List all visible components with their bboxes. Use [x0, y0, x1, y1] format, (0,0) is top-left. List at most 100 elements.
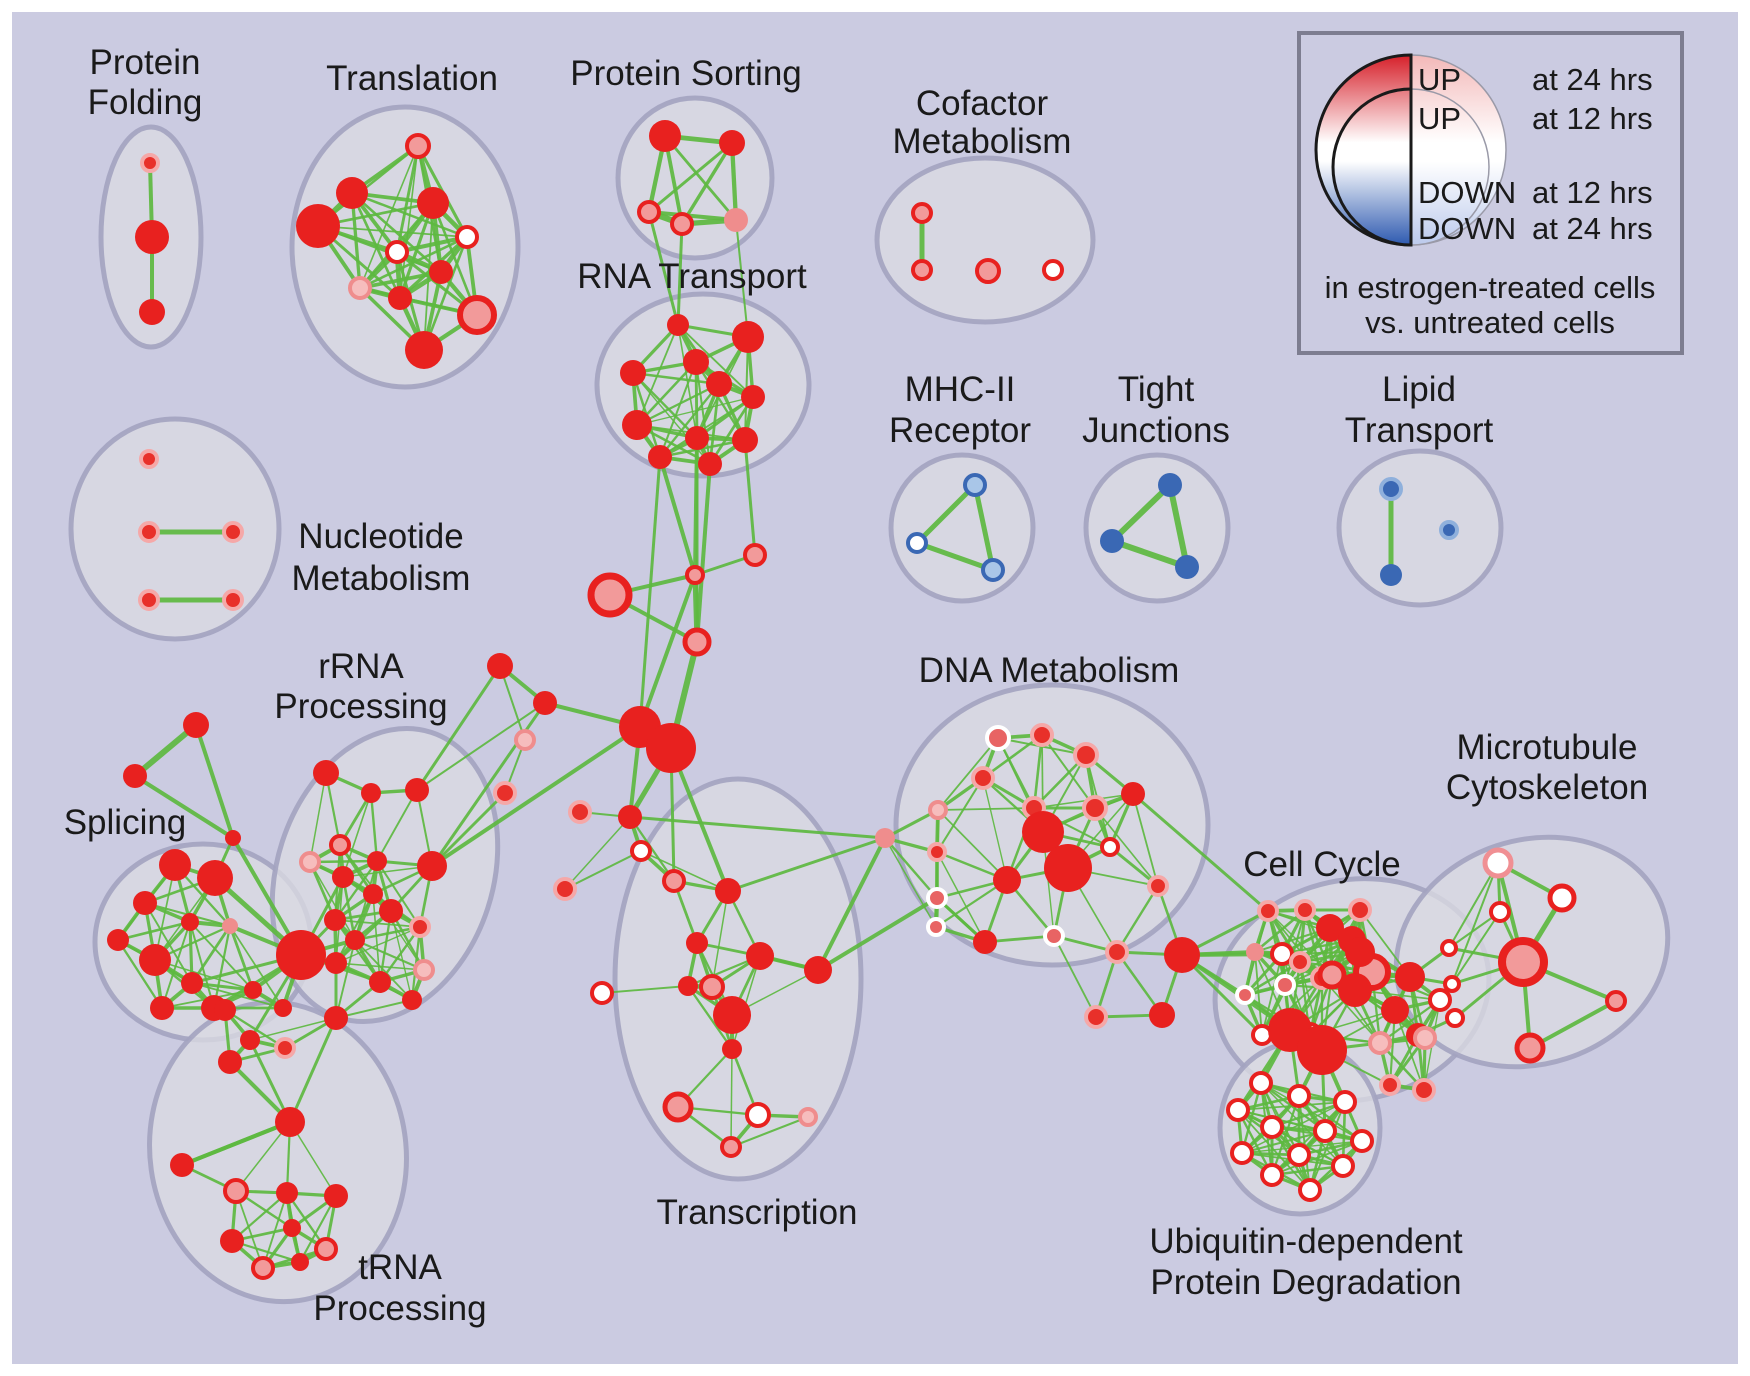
gene-node[interactable]: [683, 349, 709, 375]
gene-node[interactable]: [706, 371, 732, 397]
gene-node[interactable]: [648, 445, 672, 469]
gene-node[interactable]: [1274, 974, 1296, 996]
gene-node[interactable]: [313, 760, 339, 786]
gene-node[interactable]: [345, 930, 365, 950]
gene-node[interactable]: [1350, 1129, 1374, 1153]
gene-node[interactable]: [1395, 962, 1425, 992]
gene-node[interactable]: [1175, 555, 1199, 579]
gene-node[interactable]: [911, 259, 933, 281]
gene-node[interactable]: [963, 473, 987, 497]
gene-node[interactable]: [1260, 1115, 1284, 1139]
gene-node[interactable]: [993, 866, 1021, 894]
gene-node[interactable]: [533, 691, 557, 715]
gene-node[interactable]: [296, 204, 340, 248]
gene-node[interactable]: [1270, 942, 1294, 966]
gene-node[interactable]: [1380, 564, 1402, 586]
gene-node[interactable]: [1249, 1071, 1273, 1095]
gene-node[interactable]: [1439, 520, 1459, 540]
gene-node[interactable]: [223, 1178, 249, 1204]
gene-node[interactable]: [720, 1136, 742, 1158]
gene-node[interactable]: [1331, 1154, 1355, 1178]
gene-node[interactable]: [719, 130, 745, 156]
gene-node[interactable]: [1443, 975, 1461, 993]
gene-node[interactable]: [1440, 939, 1458, 957]
gene-node[interactable]: [698, 452, 722, 476]
gene-node[interactable]: [1226, 1098, 1250, 1122]
gene-node[interactable]: [686, 932, 708, 954]
gene-node[interactable]: [417, 851, 447, 881]
gene-node[interactable]: [348, 276, 372, 300]
gene-node[interactable]: [1445, 1008, 1465, 1028]
gene-node[interactable]: [274, 999, 292, 1017]
gene-node[interactable]: [139, 299, 165, 325]
gene-node[interactable]: [409, 916, 431, 938]
gene-node[interactable]: [975, 258, 1001, 284]
gene-node[interactable]: [324, 909, 346, 931]
gene-node[interactable]: [222, 918, 238, 934]
gene-node[interactable]: [662, 1091, 694, 1123]
gene-node[interactable]: [1043, 925, 1065, 947]
gene-node[interactable]: [275, 1107, 305, 1137]
gene-node[interactable]: [973, 930, 997, 954]
gene-node[interactable]: [361, 783, 381, 803]
gene-node[interactable]: [1100, 837, 1120, 857]
gene-node[interactable]: [1073, 742, 1099, 768]
gene-node[interactable]: [1412, 1078, 1436, 1102]
gene-node[interactable]: [746, 942, 774, 970]
gene-node[interactable]: [218, 1050, 242, 1074]
gene-node[interactable]: [1316, 914, 1344, 942]
gene-node[interactable]: [553, 877, 577, 901]
gene-node[interactable]: [1100, 529, 1124, 553]
gene-node[interactable]: [1289, 951, 1311, 973]
gene-node[interactable]: [1317, 960, 1347, 990]
gene-node[interactable]: [170, 1153, 194, 1177]
gene-node[interactable]: [276, 930, 326, 980]
gene-node[interactable]: [678, 976, 698, 996]
gene-node[interactable]: [1158, 473, 1182, 497]
gene-node[interactable]: [1287, 1084, 1311, 1108]
gene-node[interactable]: [183, 712, 209, 738]
gene-node[interactable]: [685, 565, 705, 585]
gene-node[interactable]: [363, 884, 383, 904]
gene-node[interactable]: [1482, 847, 1514, 879]
gene-node[interactable]: [291, 1253, 309, 1271]
gene-node[interactable]: [1082, 795, 1108, 821]
gene-node[interactable]: [713, 996, 751, 1034]
gene-node[interactable]: [1042, 259, 1064, 281]
gene-node[interactable]: [587, 572, 633, 618]
gene-node[interactable]: [732, 321, 764, 353]
gene-node[interactable]: [138, 589, 160, 611]
gene-node[interactable]: [1149, 1002, 1175, 1028]
gene-node[interactable]: [276, 1182, 298, 1204]
gene-node[interactable]: [1030, 723, 1054, 747]
gene-node[interactable]: [138, 521, 160, 543]
gene-node[interactable]: [220, 1229, 244, 1253]
gene-node[interactable]: [1084, 1005, 1108, 1029]
gene-node[interactable]: [514, 729, 536, 751]
gene-node[interactable]: [1338, 973, 1372, 1007]
gene-node[interactable]: [1294, 899, 1316, 921]
gene-node[interactable]: [1379, 1074, 1401, 1096]
gene-node[interactable]: [911, 202, 933, 224]
gene-node[interactable]: [159, 849, 191, 881]
gene-node[interactable]: [133, 891, 157, 915]
gene-node[interactable]: [590, 981, 614, 1005]
gene-node[interactable]: [388, 286, 412, 310]
gene-node[interactable]: [299, 851, 321, 873]
gene-node[interactable]: [745, 1102, 771, 1128]
gene-node[interactable]: [622, 410, 652, 440]
gene-node[interactable]: [637, 200, 661, 224]
gene-node[interactable]: [487, 653, 513, 679]
gene-node[interactable]: [798, 1107, 818, 1127]
gene-node[interactable]: [1514, 1032, 1546, 1064]
gene-node[interactable]: [1333, 1090, 1357, 1114]
gene-node[interactable]: [1235, 985, 1255, 1005]
gene-node[interactable]: [1022, 811, 1064, 853]
gene-node[interactable]: [457, 295, 497, 335]
gene-node[interactable]: [722, 1039, 742, 1059]
gene-node[interactable]: [649, 120, 681, 152]
gene-node[interactable]: [618, 805, 642, 829]
gene-node[interactable]: [379, 899, 403, 923]
gene-node[interactable]: [369, 971, 391, 993]
gene-node[interactable]: [662, 869, 686, 893]
